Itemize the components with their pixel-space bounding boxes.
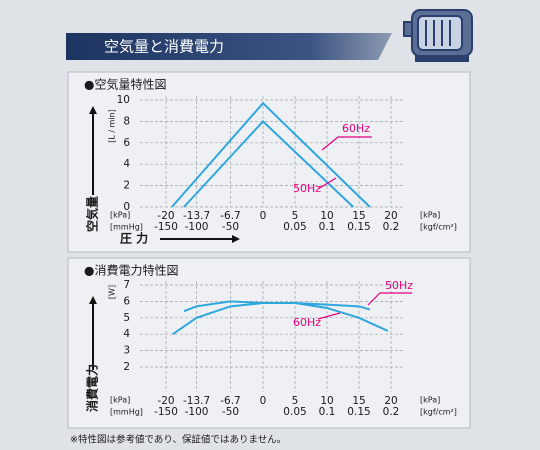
y-tick-label: 0: [123, 201, 130, 213]
x-tick-label-secondary: 0.05: [283, 221, 306, 233]
x-unit: [kPa]: [110, 211, 130, 220]
x-tick-label: -13.7: [183, 210, 210, 222]
x-unit: [kgf/cm²]: [420, 408, 457, 417]
x-tick-label: -6.7: [220, 210, 241, 222]
x-tick-label-secondary: -50: [222, 406, 239, 418]
footnote: ※特性図は参考値であり、保証値ではありません。: [70, 434, 286, 446]
y-tick-label: 2: [123, 361, 130, 373]
x-title: 圧 力: [120, 231, 148, 246]
y-tick-label: 5: [123, 312, 130, 324]
arrow-head: [89, 106, 97, 114]
pump-icon: [403, 9, 473, 62]
x-tick-label: 15: [352, 210, 365, 222]
x-tick-label: -20: [157, 210, 174, 222]
header-title: 空気量と消費電力: [104, 38, 224, 56]
x-tick-label: 0: [260, 395, 267, 407]
y-unit: [L / min]: [108, 109, 117, 143]
x-tick-label: 5: [292, 395, 299, 407]
x-tick-label: 20: [384, 210, 397, 222]
y-tick-label: 6: [123, 295, 130, 307]
panel: [67, 71, 471, 253]
x-tick-label-secondary: 0.1: [319, 406, 336, 418]
series-label: 50Hz: [293, 182, 321, 195]
x-tick-label: 20: [384, 395, 397, 407]
y-tick-label: 10: [117, 94, 130, 106]
y-tick-label: 6: [123, 137, 130, 149]
x-tick-label-secondary: -150: [154, 406, 178, 418]
x-tick-label: -6.7: [220, 395, 241, 407]
y-tick-label: 8: [123, 115, 130, 127]
y-tick-label: 3: [123, 345, 130, 357]
x-unit: [kPa]: [110, 396, 130, 405]
series-label: 60Hz: [293, 316, 321, 329]
x-tick-label: -13.7: [183, 395, 210, 407]
x-unit: [kgf/cm²]: [420, 223, 457, 232]
x-unit: [kPa]: [420, 396, 440, 405]
x-tick-label-secondary: -50: [222, 221, 239, 233]
x-tick-label-secondary: 0.2: [383, 221, 400, 233]
arrow-head: [232, 235, 240, 243]
leader-line: [367, 292, 412, 306]
x-tick-label-secondary: 0.1: [319, 221, 336, 233]
x-tick-label: 5: [292, 210, 299, 222]
series-line: [183, 119, 354, 208]
x-unit: [mmHg]: [110, 408, 143, 417]
series-label: 60Hz: [342, 122, 370, 135]
leader-line: [317, 312, 341, 320]
x-tick-label-secondary: -100: [185, 406, 209, 418]
chart-title: ●空気量特性図: [84, 77, 166, 92]
x-tick-label-secondary: 0.05: [283, 406, 306, 418]
series-line: [171, 101, 371, 208]
x-tick-label: 15: [352, 395, 365, 407]
x-tick-label: -20: [157, 395, 174, 407]
y-title: 空気量: [85, 196, 100, 232]
x-tick-label-secondary: -150: [154, 221, 178, 233]
y-unit: [W]: [108, 285, 117, 299]
y-tick-label: 7: [123, 279, 130, 291]
x-tick-label: 0: [260, 210, 267, 222]
x-tick-label-secondary: 0.15: [347, 221, 370, 233]
panel: [67, 257, 471, 429]
y-tick-label: 2: [123, 180, 130, 192]
chart-title: ●消費電力特性図: [84, 263, 178, 278]
x-tick-label-secondary: 0.2: [383, 406, 400, 418]
arrow-head: [89, 296, 97, 304]
x-unit: [mmHg]: [110, 223, 143, 232]
leader-line: [321, 136, 372, 151]
x-tick-label: 10: [320, 210, 333, 222]
x-unit: [kPa]: [420, 211, 440, 220]
y-tick-label: 4: [123, 328, 130, 340]
series-label: 50Hz: [385, 279, 413, 292]
x-tick-label: 10: [320, 395, 333, 407]
leader-line: [317, 177, 337, 190]
x-tick-label-secondary: -100: [185, 221, 209, 233]
y-title: 消費電力: [85, 364, 100, 412]
x-tick-label-secondary: 0.15: [347, 406, 370, 418]
series-line: [172, 302, 389, 336]
header-band: [66, 33, 392, 60]
y-tick-label: 4: [123, 158, 130, 170]
